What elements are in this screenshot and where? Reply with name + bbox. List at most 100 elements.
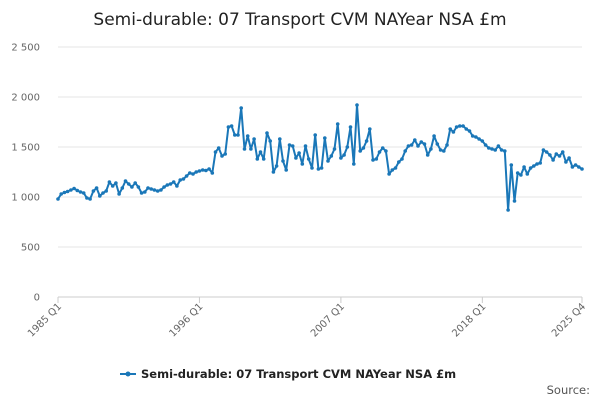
data-point[interactable] bbox=[458, 124, 462, 128]
data-point[interactable] bbox=[470, 134, 475, 138]
data-point[interactable] bbox=[69, 188, 73, 192]
data-point[interactable] bbox=[425, 153, 430, 157]
data-point[interactable] bbox=[271, 170, 276, 174]
data-point[interactable] bbox=[438, 148, 443, 152]
data-point[interactable] bbox=[532, 164, 536, 168]
data-point[interactable] bbox=[85, 196, 89, 200]
data-point[interactable] bbox=[528, 166, 533, 170]
data-point[interactable] bbox=[515, 171, 520, 175]
data-point[interactable] bbox=[290, 144, 295, 148]
data-point[interactable] bbox=[143, 190, 147, 194]
data-point[interactable] bbox=[268, 139, 273, 143]
data-point[interactable] bbox=[306, 157, 311, 161]
data-point[interactable] bbox=[522, 165, 526, 169]
data-point[interactable] bbox=[184, 174, 189, 178]
data-point[interactable] bbox=[207, 167, 211, 171]
data-point[interactable] bbox=[400, 157, 404, 161]
data-point[interactable] bbox=[316, 167, 321, 171]
data-point[interactable] bbox=[390, 168, 395, 172]
data-point[interactable] bbox=[242, 147, 247, 151]
data-point[interactable] bbox=[191, 172, 195, 176]
data-point[interactable] bbox=[483, 143, 488, 147]
data-point[interactable] bbox=[65, 189, 70, 194]
data-point[interactable] bbox=[387, 172, 391, 176]
data-point[interactable] bbox=[114, 181, 118, 185]
data-point[interactable] bbox=[380, 146, 385, 150]
data-point[interactable] bbox=[281, 159, 285, 163]
data-point[interactable] bbox=[300, 162, 305, 166]
data-point[interactable] bbox=[130, 185, 134, 189]
data-point[interactable] bbox=[200, 168, 205, 172]
data-point[interactable] bbox=[477, 137, 481, 141]
data-point[interactable] bbox=[464, 127, 469, 131]
data-point[interactable] bbox=[567, 156, 571, 160]
data-point[interactable] bbox=[178, 178, 182, 182]
data-point[interactable] bbox=[303, 144, 308, 148]
data-point[interactable] bbox=[236, 133, 240, 137]
data-point[interactable] bbox=[551, 158, 555, 162]
data-point[interactable] bbox=[216, 146, 221, 150]
data-point[interactable] bbox=[445, 143, 449, 147]
data-point[interactable] bbox=[168, 182, 173, 186]
data-point[interactable] bbox=[403, 149, 408, 153]
data-point[interactable] bbox=[175, 184, 179, 188]
data-point[interactable] bbox=[345, 145, 350, 149]
data-point[interactable] bbox=[371, 158, 375, 162]
data-point[interactable] bbox=[133, 181, 137, 185]
data-point[interactable] bbox=[548, 153, 552, 157]
data-point[interactable] bbox=[120, 186, 125, 190]
data-point[interactable] bbox=[245, 134, 250, 138]
data-point[interactable] bbox=[252, 137, 256, 141]
legend[interactable]: Semi-durable: 07 Transport CVM NAYear NS… bbox=[120, 367, 456, 381]
data-point[interactable] bbox=[226, 125, 231, 129]
data-point[interactable] bbox=[493, 148, 498, 152]
data-point[interactable] bbox=[319, 166, 324, 170]
data-point[interactable] bbox=[413, 138, 417, 142]
data-point[interactable] bbox=[213, 150, 218, 154]
data-point[interactable] bbox=[416, 144, 420, 148]
data-point[interactable] bbox=[210, 171, 215, 175]
data-point[interactable] bbox=[519, 173, 523, 177]
data-point[interactable] bbox=[384, 149, 388, 153]
data-point[interactable] bbox=[397, 160, 401, 164]
data-point[interactable] bbox=[139, 191, 144, 195]
data-point[interactable] bbox=[233, 133, 237, 137]
data-point[interactable] bbox=[81, 191, 86, 195]
data-point[interactable] bbox=[467, 129, 472, 133]
data-point[interactable] bbox=[98, 194, 102, 198]
data-point[interactable] bbox=[91, 189, 96, 193]
data-point[interactable] bbox=[368, 127, 372, 131]
data-point[interactable] bbox=[474, 135, 478, 139]
data-point[interactable] bbox=[181, 177, 186, 181]
data-point[interactable] bbox=[94, 186, 99, 190]
data-point[interactable] bbox=[377, 150, 382, 154]
data-point[interactable] bbox=[577, 165, 581, 169]
data-point[interactable] bbox=[294, 156, 298, 160]
data-point[interactable] bbox=[339, 156, 343, 160]
data-point[interactable] bbox=[278, 137, 282, 141]
data-point[interactable] bbox=[374, 157, 379, 161]
data-point[interactable] bbox=[503, 149, 507, 153]
data-point[interactable] bbox=[355, 103, 359, 107]
data-point[interactable] bbox=[535, 162, 539, 166]
data-point[interactable] bbox=[62, 190, 67, 195]
data-point[interactable] bbox=[56, 197, 60, 201]
data-point[interactable] bbox=[194, 170, 198, 174]
data-point[interactable] bbox=[136, 185, 141, 189]
data-point[interactable] bbox=[239, 106, 243, 110]
data-point[interactable] bbox=[204, 168, 208, 173]
data-point[interactable] bbox=[326, 159, 330, 163]
data-point[interactable] bbox=[490, 147, 494, 151]
data-point[interactable] bbox=[117, 192, 121, 196]
data-point[interactable] bbox=[165, 183, 170, 187]
data-point[interactable] bbox=[310, 166, 314, 170]
data-point[interactable] bbox=[538, 161, 542, 165]
data-point[interactable] bbox=[487, 146, 491, 150]
data-point[interactable] bbox=[75, 188, 80, 193]
data-point[interactable] bbox=[451, 130, 456, 134]
data-point[interactable] bbox=[480, 139, 485, 143]
data-point[interactable] bbox=[506, 208, 510, 212]
data-point[interactable] bbox=[110, 184, 115, 188]
data-point[interactable] bbox=[188, 171, 192, 175]
data-point[interactable] bbox=[564, 160, 568, 164]
